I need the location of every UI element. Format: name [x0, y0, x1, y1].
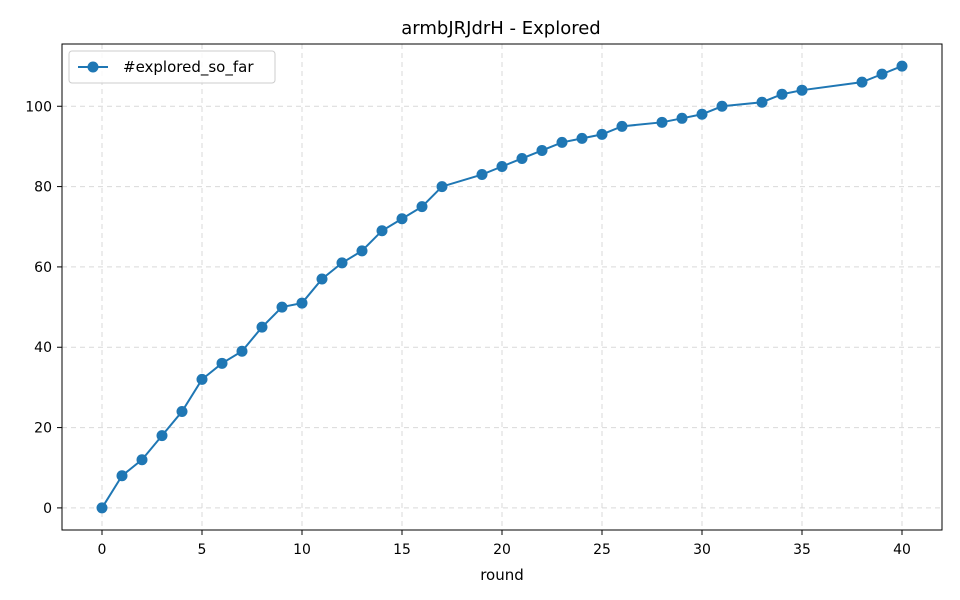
data-point [236, 345, 248, 357]
y-tick-label: 40 [34, 340, 52, 356]
data-point [156, 430, 168, 442]
y-tick-label: 80 [34, 180, 52, 196]
data-point [276, 301, 288, 313]
data-point [776, 88, 788, 100]
data-point [496, 161, 508, 173]
data-point [676, 112, 688, 124]
data-point [196, 373, 208, 385]
data-point [396, 213, 408, 225]
data-point [716, 100, 728, 112]
series-layer [96, 60, 908, 514]
data-point [576, 132, 588, 144]
x-tick-label: 10 [293, 542, 311, 558]
data-point [436, 181, 448, 193]
chart-title: armbJRJdrH - Explored [401, 18, 600, 39]
data-point [596, 128, 608, 140]
data-point [796, 84, 808, 96]
data-point [296, 297, 308, 309]
data-point [756, 96, 768, 108]
data-point [476, 169, 488, 181]
data-point [536, 144, 548, 156]
x-tick-label: 25 [593, 542, 611, 558]
data-point [556, 136, 568, 148]
legend-label: #explored_so_far [123, 58, 254, 77]
x-tick-label: 40 [893, 542, 911, 558]
data-point [136, 454, 148, 466]
data-point [696, 108, 708, 120]
data-point [856, 76, 868, 88]
x-tick-label: 5 [198, 542, 207, 558]
y-tick-label: 60 [34, 260, 52, 276]
y-tick-label: 0 [43, 501, 52, 517]
data-point [416, 201, 428, 213]
x-tick-label: 15 [393, 542, 411, 558]
data-point [176, 406, 188, 418]
data-point [116, 470, 128, 482]
data-point [896, 60, 908, 72]
data-point [376, 225, 388, 237]
data-point [616, 120, 628, 132]
y-axis-ticks: 0 20 40 60 80 100 [25, 99, 62, 517]
data-point [216, 357, 228, 369]
data-point [256, 321, 268, 333]
data-point [316, 273, 328, 285]
x-tick-label: 0 [98, 542, 107, 558]
y-tick-label: 100 [25, 99, 52, 115]
data-point [876, 68, 888, 80]
x-tick-label: 30 [693, 542, 711, 558]
legend: #explored_so_far [68, 50, 276, 84]
data-point [356, 245, 368, 257]
data-point [336, 257, 348, 269]
x-tick-label: 20 [493, 542, 511, 558]
x-axis-label: round [480, 566, 524, 584]
data-point [656, 116, 668, 128]
y-tick-label: 20 [34, 421, 52, 437]
data-point [96, 502, 108, 514]
data-point [516, 152, 528, 164]
x-tick-label: 35 [793, 542, 811, 558]
legend-marker [87, 61, 99, 73]
legend-box [68, 50, 276, 84]
x-axis-ticks: 0 5 10 15 20 25 30 35 40 [98, 530, 911, 558]
grid [62, 44, 942, 530]
